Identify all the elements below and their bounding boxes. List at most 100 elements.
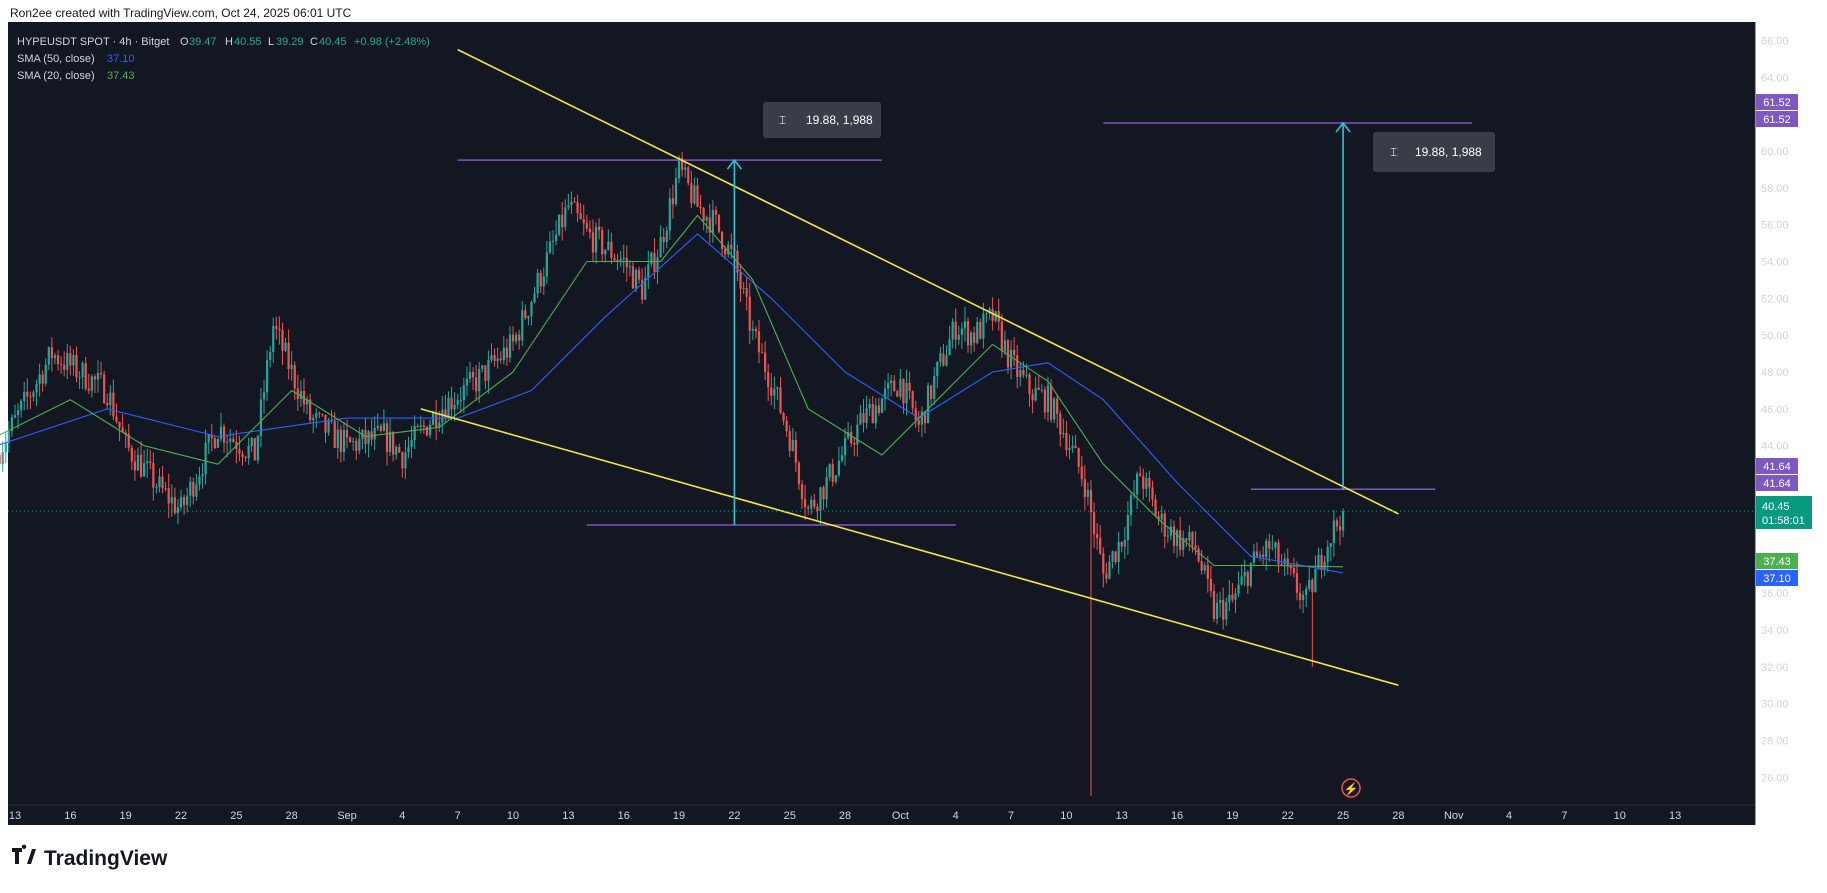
candle-body (133, 461, 137, 471)
candle-body (708, 217, 711, 233)
candle-body (333, 421, 336, 448)
candle-body (118, 421, 121, 428)
candle-body (840, 455, 844, 461)
x-tick-label: 13 (1116, 810, 1128, 822)
candle-body (1068, 447, 1071, 451)
candle-body (355, 440, 358, 451)
x-tick-label: Nov (1444, 810, 1464, 822)
candle-body (982, 313, 985, 339)
candle-body (198, 476, 201, 485)
candle-body (757, 331, 761, 353)
svg-text:⚡: ⚡ (1344, 782, 1359, 796)
candle-body (487, 359, 490, 382)
candle-body (650, 252, 653, 265)
candle-body (382, 423, 386, 431)
candle-body (1326, 546, 1329, 562)
candle-body (911, 391, 914, 409)
candle-body (1154, 499, 1157, 517)
candle-body (284, 342, 287, 351)
tradingview-logo: TradingView (12, 844, 168, 870)
candle-body (1314, 569, 1317, 593)
candle-body (250, 438, 253, 447)
alert-icon[interactable]: ⚡ (1341, 778, 1361, 798)
candle-body (914, 408, 917, 421)
candle-body (561, 214, 564, 228)
candle-body (511, 334, 515, 342)
candle-body (1302, 594, 1305, 600)
candle-body (481, 365, 484, 369)
badge-last-price (1756, 496, 1812, 529)
candle-body (702, 208, 705, 221)
candle-body (720, 231, 724, 250)
candle-body (1040, 389, 1043, 391)
candle-body (1332, 520, 1335, 544)
candle-body (1099, 537, 1102, 554)
candle-body (259, 399, 263, 437)
candle-body (865, 408, 868, 423)
candle-body (948, 339, 951, 356)
candle-body (1046, 385, 1050, 413)
candle-body (1237, 584, 1240, 594)
candle-body (1271, 547, 1274, 549)
legend-change: +0.98 (+2.48%) (354, 36, 430, 48)
candle-body (917, 420, 920, 425)
candle-body (1246, 571, 1249, 586)
measure-icon: ⌶ (1390, 145, 1397, 159)
candle-body (1157, 516, 1160, 520)
candle-body (78, 377, 81, 379)
candle-body (988, 308, 991, 314)
measure-arrow-head (726, 158, 743, 170)
overlays (0, 48, 1755, 687)
candle-body (496, 358, 499, 361)
candle-body (880, 398, 884, 413)
candle-body (1206, 565, 1209, 579)
candle-body (548, 241, 552, 253)
candle-body (969, 332, 973, 346)
candle-body (103, 374, 106, 403)
candle-body (69, 353, 72, 366)
y-tick-label: 44.00 (1761, 441, 1789, 453)
candle-body (1043, 389, 1046, 413)
candle-body (739, 272, 742, 289)
candle-body (462, 385, 465, 401)
candle-body (244, 456, 247, 458)
candle-body (13, 415, 17, 418)
candle-body (471, 371, 475, 378)
candle-body (182, 497, 186, 505)
legend-close-value: 40.45 (319, 36, 347, 48)
candle-body (241, 453, 244, 457)
badge-last-price-text: 40.45 (1762, 501, 1790, 513)
candle-body (256, 436, 259, 461)
candle-body (388, 431, 392, 453)
candle-body (428, 424, 432, 436)
y-tick-label: 54.00 (1761, 257, 1789, 269)
candle-body (465, 378, 469, 386)
candle-body (1111, 551, 1114, 562)
candle-body (644, 277, 647, 300)
y-tick-label: 30.00 (1761, 699, 1789, 711)
y-tick-label: 64.00 (1761, 72, 1789, 84)
candle-body (936, 361, 939, 377)
candle-body (305, 399, 309, 405)
candle-body (321, 413, 324, 415)
candle-body (591, 232, 595, 253)
x-tick-label: 4 (1506, 810, 1512, 822)
legend-high-value: 40.55 (234, 36, 262, 48)
candle-body (395, 447, 398, 455)
candle-body (345, 430, 349, 438)
candle-body (776, 387, 779, 390)
candle-body (1200, 561, 1203, 571)
candle-body (1209, 578, 1212, 591)
candle-body (81, 362, 84, 378)
measure-label-right-text: 19.88, 1,988 (1415, 145, 1482, 159)
candle-body (1037, 387, 1040, 391)
candle-body (1096, 533, 1099, 538)
candle-body (312, 417, 315, 421)
candle-body (945, 355, 948, 366)
candle-body (1086, 489, 1090, 497)
candle-body (478, 368, 481, 392)
candle-body (468, 371, 472, 379)
candle-body (348, 437, 352, 443)
